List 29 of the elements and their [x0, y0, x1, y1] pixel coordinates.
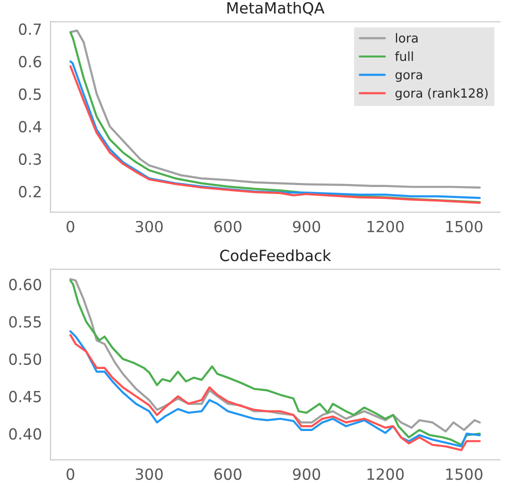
- legend-label: full: [395, 51, 413, 62]
- x-tick-label: 900: [292, 220, 320, 232]
- x-tick-label: 1500: [446, 468, 482, 480]
- x-tick-label: 600: [214, 468, 242, 480]
- y-tick-label: 0.6: [18, 56, 42, 68]
- x-tick-label: 1500: [446, 220, 482, 232]
- y-tick-label: 0.40: [9, 428, 42, 440]
- chart-title: MetaMathQA: [227, 2, 324, 16]
- x-tick-label: 600: [214, 220, 242, 232]
- legend-label: gora: [395, 72, 422, 82]
- x-tick-label: 0: [66, 220, 74, 232]
- y-tick-label: 0.55: [9, 316, 41, 328]
- y-tick-label: 0.45: [9, 390, 41, 402]
- y-tick-label: 0.4: [18, 120, 42, 132]
- x-tick-label: 900: [292, 468, 320, 480]
- x-tick-label: 1200: [368, 220, 404, 232]
- legend-label: gora (rank128): [395, 88, 488, 100]
- chart-title: CodeFeedback: [220, 249, 332, 262]
- x-tick-label: 300: [136, 468, 163, 480]
- x-tick-label: 300: [136, 220, 163, 232]
- y-tick-label: 0.50: [9, 353, 42, 365]
- y-tick-label: 0.7: [18, 23, 41, 35]
- y-tick-label: 0.3: [18, 153, 41, 165]
- x-tick-label: 0: [66, 468, 74, 480]
- legend-label: lora: [396, 33, 418, 43]
- y-tick-label: 0.2: [18, 186, 41, 198]
- x-tick-label: 1200: [368, 468, 404, 480]
- y-tick-label: 0.60: [9, 278, 42, 290]
- y-tick-label: 0.5: [18, 88, 41, 100]
